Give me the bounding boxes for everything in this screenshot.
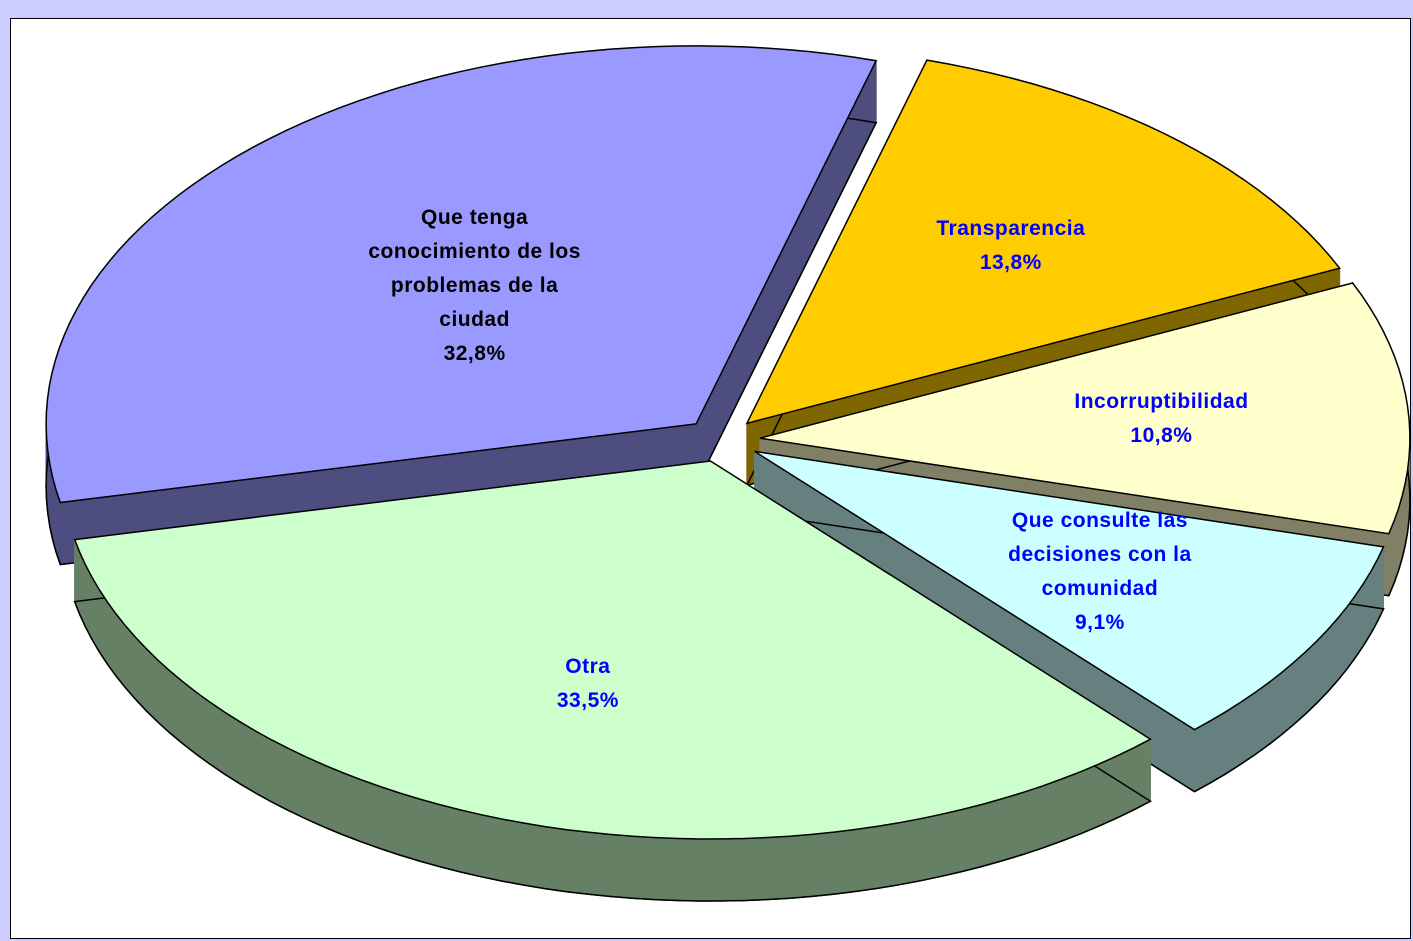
slice-side	[1061, 771, 1081, 842]
category-label: Que consulte las decisiones con la comun…	[1008, 509, 1192, 601]
slice-label: Que consulte las decisiones con la comun…	[985, 504, 1215, 640]
slice-side	[255, 730, 273, 803]
slice-side	[224, 711, 241, 785]
slice-side	[418, 798, 441, 868]
slice-top	[73, 460, 1152, 840]
value-label: 33,5%	[556, 689, 619, 713]
slice-side	[305, 756, 325, 828]
slice-side	[982, 797, 1004, 867]
slice-side	[239, 720, 257, 794]
slice-top	[759, 282, 1411, 535]
slice-side	[1305, 639, 1318, 715]
slice-side	[501, 818, 524, 886]
slice-side	[789, 833, 813, 899]
slice-side	[722, 837, 746, 902]
slice-side	[1209, 710, 1227, 784]
slice-top	[45, 45, 878, 504]
slice	[73, 460, 1152, 902]
slice-side	[920, 813, 943, 882]
slice-side	[898, 818, 922, 886]
slice-side	[610, 833, 634, 899]
value-label: 9,1%	[1074, 611, 1125, 635]
slice-side	[1022, 785, 1044, 856]
slice-side	[767, 835, 791, 901]
slice-side	[744, 836, 768, 902]
slice-side	[1337, 605, 1348, 682]
slice-side	[877, 822, 900, 889]
slice-side	[811, 831, 835, 897]
slice-side	[323, 764, 343, 836]
slice-side	[1327, 616, 1339, 693]
slice-side	[833, 828, 857, 895]
slice-side	[271, 739, 290, 812]
slice-side	[341, 771, 362, 843]
slice-side	[399, 792, 420, 862]
slice-side	[1254, 681, 1269, 756]
slice-side	[1293, 650, 1307, 726]
slice-side	[962, 803, 984, 873]
slice-side	[360, 778, 381, 850]
slice-label: Otra 33,5%	[557, 650, 619, 718]
slice-side	[1240, 691, 1256, 766]
slice-side	[1316, 628, 1329, 704]
slice-side	[588, 831, 612, 898]
value-label: 32,8%	[443, 341, 506, 365]
slice-side	[677, 837, 701, 902]
slice-side	[632, 835, 656, 901]
slice-side	[480, 814, 503, 882]
slice-side	[523, 822, 546, 890]
slice-side	[655, 837, 679, 902]
slice-side	[1042, 778, 1063, 849]
slice	[745, 59, 1341, 487]
slice-side	[1267, 671, 1282, 746]
slice-side	[1225, 701, 1241, 775]
slice-outline	[73, 522, 1152, 902]
slice-side	[288, 747, 307, 820]
slice-side	[459, 809, 482, 878]
slice-side	[439, 803, 461, 873]
slice-side	[855, 825, 879, 892]
slice-side	[699, 838, 724, 902]
slice-side	[566, 829, 590, 895]
slice-side	[135, 636, 147, 713]
slice-side	[1281, 661, 1295, 736]
category-label: Otra	[565, 655, 611, 679]
slice	[45, 45, 878, 566]
slice-side	[195, 691, 211, 766]
slice-label: Transparencia 13,8%	[936, 212, 1085, 280]
slice-side	[1002, 791, 1024, 862]
slice-side	[1115, 747, 1135, 819]
slice-side	[182, 680, 197, 756]
category-label: Incorruptibilidad	[1074, 389, 1249, 413]
slice-side	[1098, 755, 1117, 827]
slice-side	[169, 669, 184, 745]
slice-outline	[754, 512, 1385, 793]
slice-side	[1079, 763, 1100, 835]
slice-side	[145, 647, 159, 724]
slice-side	[379, 785, 401, 856]
slice-label: Incorruptibilidad 10,8%	[1074, 385, 1248, 453]
value-label: 10,8%	[1130, 423, 1193, 447]
value-label: 13,8%	[979, 251, 1042, 275]
slice-side	[544, 826, 568, 893]
slice-label: Que tenga conocimiento de los problemas …	[360, 201, 590, 371]
slice-side	[157, 658, 171, 735]
slice-side	[941, 808, 964, 877]
slice-side	[209, 701, 226, 776]
slice-top	[745, 59, 1341, 425]
category-label: Que tenga conocimiento de los problemas …	[368, 205, 581, 331]
category-label: Transparencia	[936, 217, 1086, 241]
slice-top	[754, 450, 1385, 731]
slice-side	[1194, 719, 1211, 793]
